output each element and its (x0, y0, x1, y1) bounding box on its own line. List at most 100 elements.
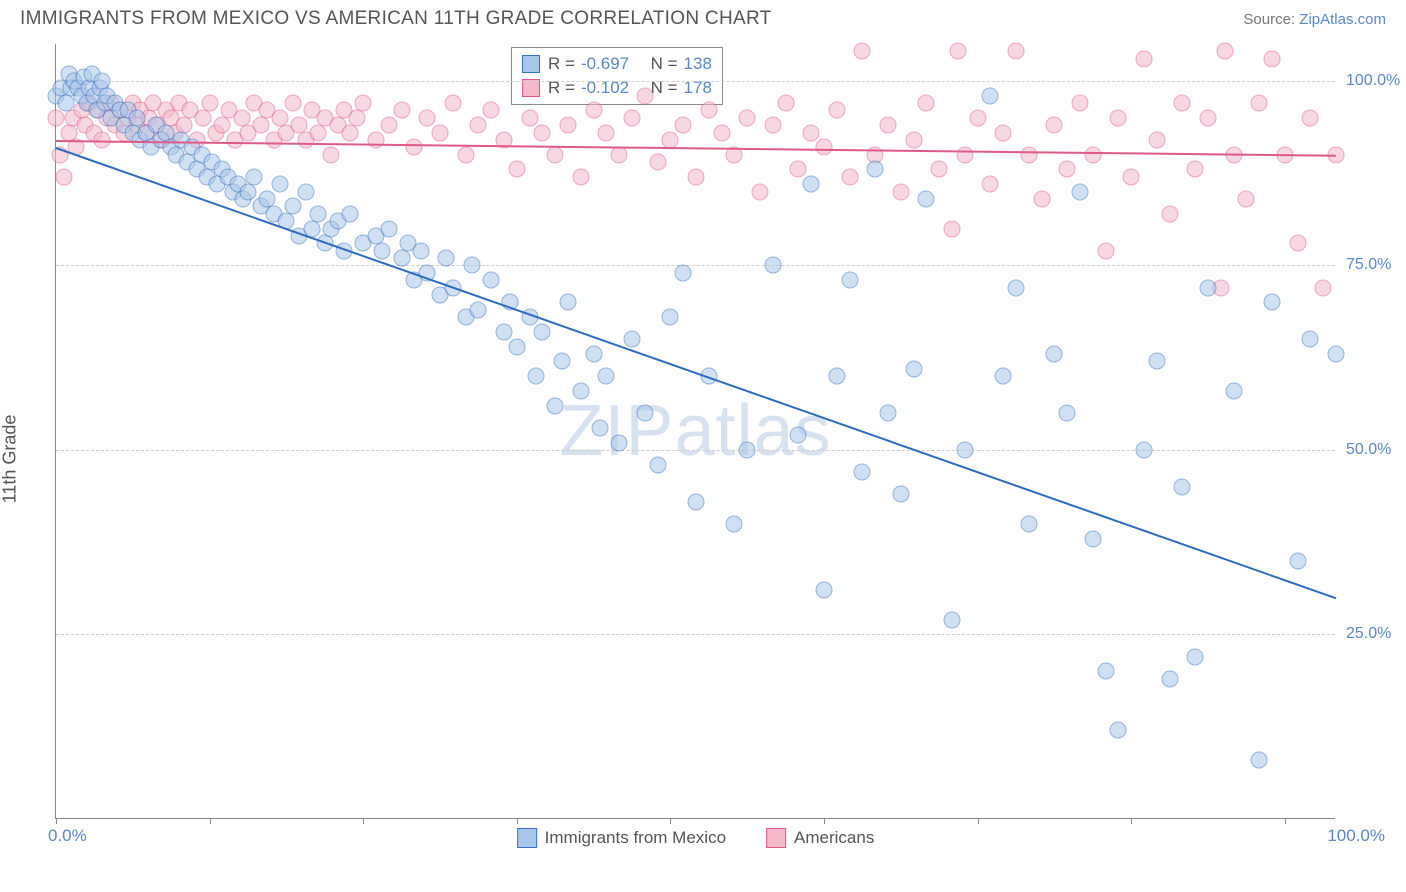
legend-swatch-1-icon (517, 828, 537, 848)
scatter-point-s2 (1097, 242, 1114, 259)
scatter-point-s1 (412, 242, 429, 259)
scatter-point-s2 (1110, 109, 1127, 126)
stats-row-1: R = -0.697 N = 138 (522, 52, 712, 76)
scatter-point-s2 (956, 146, 973, 163)
scatter-point-s2 (982, 176, 999, 193)
scatter-point-s2 (380, 117, 397, 134)
header: IMMIGRANTS FROM MEXICO VS AMERICAN 11TH … (0, 0, 1406, 34)
r-value-2: -0.102 (581, 76, 629, 100)
trendline-s2 (56, 140, 1336, 157)
scatter-point-s2 (483, 102, 500, 119)
scatter-point-s1 (1187, 648, 1204, 665)
scatter-point-s2 (880, 117, 897, 134)
scatter-point-s2 (1161, 205, 1178, 222)
scatter-point-s1 (393, 250, 410, 267)
scatter-point-s2 (1200, 109, 1217, 126)
scatter-point-s2 (534, 124, 551, 141)
source-label: Source: ZipAtlas.com (1243, 11, 1386, 28)
scatter-point-s2 (969, 109, 986, 126)
scatter-point-s2 (1174, 95, 1191, 112)
scatter-point-s1 (496, 323, 513, 340)
scatter-point-s2 (48, 109, 65, 126)
scatter-point-s1 (611, 434, 628, 451)
scatter-point-s2 (918, 95, 935, 112)
scatter-point-s1 (828, 368, 845, 385)
scatter-point-s2 (1033, 191, 1050, 208)
gridline (56, 265, 1335, 266)
scatter-point-s2 (508, 161, 525, 178)
chart-title: IMMIGRANTS FROM MEXICO VS AMERICAN 11TH … (20, 8, 772, 30)
scatter-point-s1 (272, 176, 289, 193)
swatch-series1-icon (522, 55, 540, 73)
scatter-point-s2 (55, 168, 72, 185)
scatter-point-s1 (1161, 670, 1178, 687)
scatter-point-s2 (636, 87, 653, 104)
scatter-point-s2 (432, 124, 449, 141)
scatter-point-s2 (841, 168, 858, 185)
scatter-point-s1 (739, 441, 756, 458)
scatter-point-s2 (393, 102, 410, 119)
scatter-point-s2 (1072, 95, 1089, 112)
legend-swatch-2-icon (766, 828, 786, 848)
scatter-point-s1 (58, 95, 75, 112)
stats-row-2: R = -0.102 N = 178 (522, 76, 712, 100)
scatter-point-s1 (790, 427, 807, 444)
scatter-point-s2 (950, 43, 967, 60)
scatter-point-s2 (828, 102, 845, 119)
stats-box: R = -0.697 N = 138 R = -0.102 N = 178 (511, 47, 723, 105)
scatter-point-s2 (905, 131, 922, 148)
scatter-point-s1 (284, 198, 301, 215)
legend-label-2: Americans (794, 828, 874, 848)
scatter-point-s1 (1264, 294, 1281, 311)
source-value: ZipAtlas.com (1299, 11, 1386, 28)
scatter-point-s2 (1136, 50, 1153, 67)
scatter-point-s2 (675, 117, 692, 134)
scatter-point-s2 (611, 146, 628, 163)
scatter-point-s1 (1046, 346, 1063, 363)
scatter-point-s2 (1264, 50, 1281, 67)
legend-label-1: Immigrants from Mexico (545, 828, 726, 848)
scatter-point-s1 (854, 464, 871, 481)
scatter-point-s2 (521, 109, 538, 126)
scatter-point-s2 (252, 117, 269, 134)
legend-item-1: Immigrants from Mexico (517, 828, 726, 848)
x-tick (363, 818, 364, 824)
chart-container: 11th Grade ZIPatlas R = -0.697 N = 138 R… (0, 34, 1406, 884)
scatter-point-s2 (1216, 43, 1233, 60)
scatter-point-s1 (1136, 441, 1153, 458)
r-label-1: R = (548, 52, 575, 76)
scatter-point-s1 (528, 368, 545, 385)
scatter-point-s1 (598, 368, 615, 385)
scatter-point-s2 (444, 95, 461, 112)
scatter-point-s1 (841, 272, 858, 289)
scatter-point-s2 (803, 124, 820, 141)
scatter-point-s1 (662, 309, 679, 326)
scatter-point-s1 (624, 331, 641, 348)
scatter-point-s1 (310, 205, 327, 222)
bottom-legend: Immigrants from Mexico Americans (517, 828, 875, 848)
scatter-point-s2 (1148, 131, 1165, 148)
scatter-point-s2 (1008, 43, 1025, 60)
scatter-point-s1 (918, 191, 935, 208)
scatter-point-s2 (1084, 146, 1101, 163)
scatter-point-s1 (380, 220, 397, 237)
scatter-point-s1 (534, 323, 551, 340)
scatter-point-s1 (1302, 331, 1319, 348)
scatter-point-s2 (688, 168, 705, 185)
scatter-point-s2 (195, 109, 212, 126)
scatter-point-s2 (1289, 235, 1306, 252)
x-tick (1131, 818, 1132, 824)
x-tick (517, 818, 518, 824)
y-tick-label: 25.0% (1346, 625, 1391, 643)
scatter-point-s1 (995, 368, 1012, 385)
scatter-point-s1 (1328, 346, 1345, 363)
scatter-point-s1 (649, 456, 666, 473)
x-axis-max-label: 100.0% (1327, 826, 1385, 846)
scatter-point-s2 (323, 146, 340, 163)
x-axis-min-label: 0.0% (48, 826, 87, 846)
scatter-point-s2 (368, 131, 385, 148)
y-axis-label: 11th Grade (0, 415, 21, 504)
scatter-point-s2 (284, 95, 301, 112)
scatter-point-s1 (246, 168, 263, 185)
scatter-point-s1 (867, 161, 884, 178)
